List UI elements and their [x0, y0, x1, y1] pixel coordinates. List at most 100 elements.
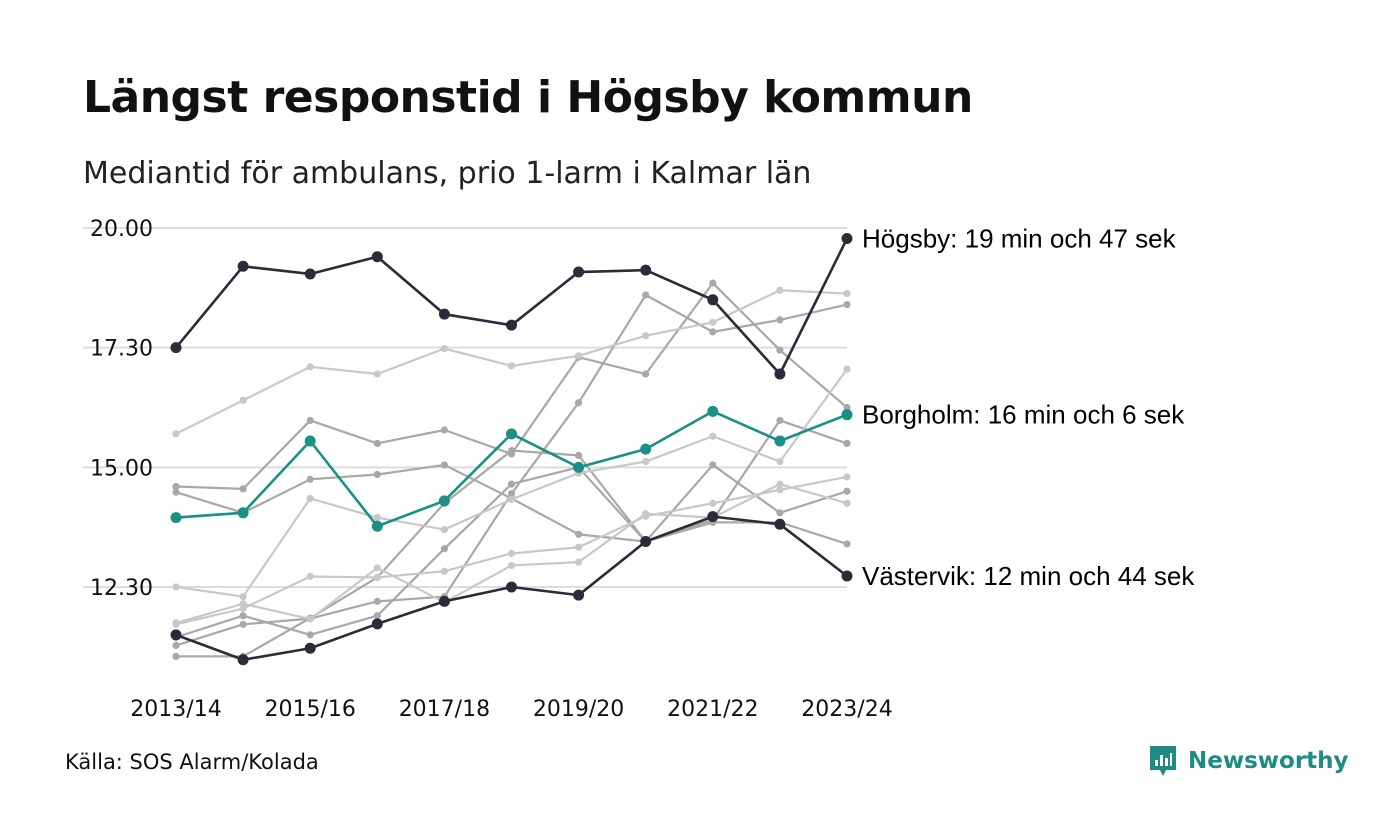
data-point — [573, 266, 585, 278]
data-point — [507, 480, 516, 488]
data-point — [843, 439, 851, 447]
data-point — [843, 403, 851, 412]
data-point — [642, 370, 650, 378]
newsworthy-logo-icon — [1150, 746, 1176, 776]
data-point — [172, 482, 180, 491]
x-tick-label: 2021/22 — [667, 697, 758, 722]
data-point — [575, 451, 583, 459]
data-point — [843, 499, 851, 507]
data-point — [843, 487, 851, 495]
data-point — [306, 494, 314, 503]
data-point — [373, 513, 381, 522]
data-point — [304, 642, 316, 654]
data-point — [306, 416, 314, 425]
data-point — [841, 409, 853, 421]
data-point — [172, 652, 180, 661]
data-point — [507, 561, 516, 570]
data-point — [373, 564, 381, 572]
data-point — [776, 486, 784, 494]
data-point — [506, 319, 517, 331]
data-point — [170, 629, 182, 641]
data-point — [640, 536, 652, 548]
data-point — [239, 600, 247, 608]
data-point — [438, 308, 450, 320]
data-point — [371, 618, 383, 630]
data-point — [237, 507, 249, 519]
x-axis: 2013/14 2015/16 2017/18 2019/20 2021/22 2023/… — [130, 697, 892, 722]
series-borgholm — [170, 405, 853, 532]
y-tick-label: 17.30 — [90, 337, 153, 362]
y-tick-label: 20.00 — [90, 217, 153, 242]
highlight-series — [170, 233, 853, 666]
data-point — [506, 428, 517, 440]
data-point — [237, 260, 249, 272]
data-point — [573, 461, 585, 473]
data-point — [304, 435, 316, 447]
data-point — [507, 495, 516, 504]
data-point — [373, 370, 381, 378]
data-point — [709, 328, 717, 336]
chart-subtitle: Mediantid för ambulans, prio 1-larm i Ka… — [83, 156, 812, 191]
y-axis: 20.00 17.30 15.00 12.30 — [90, 217, 153, 601]
data-point — [373, 597, 381, 605]
data-point — [239, 612, 247, 620]
data-point — [440, 345, 448, 353]
data-point — [507, 490, 516, 498]
data-point — [438, 595, 450, 607]
end-label-borgholm: Borgholm: 16 min och 6 sek — [862, 400, 1185, 430]
series-västervik — [170, 511, 853, 666]
data-point — [843, 365, 851, 373]
data-point — [373, 439, 381, 447]
data-point — [304, 268, 316, 280]
data-point — [776, 509, 784, 517]
data-point — [170, 512, 182, 524]
series-högsby — [170, 233, 853, 380]
data-point — [373, 470, 381, 479]
data-point — [507, 362, 516, 370]
data-point — [172, 583, 180, 591]
data-point — [506, 581, 517, 593]
data-point — [642, 510, 650, 518]
data-point — [172, 641, 180, 649]
grid-lines — [83, 227, 847, 588]
x-tick-label: 2013/14 — [130, 697, 221, 722]
data-point — [707, 294, 719, 306]
data-point — [774, 435, 786, 447]
data-point — [239, 592, 247, 601]
data-point — [776, 316, 784, 324]
data-point — [373, 573, 381, 582]
series-background — [172, 286, 851, 438]
data-point — [507, 446, 516, 455]
data-point — [776, 480, 784, 488]
data-point — [843, 473, 851, 481]
data-point — [172, 488, 180, 496]
data-point — [843, 540, 851, 548]
data-point — [507, 549, 516, 558]
brand-name: Newsworthy — [1188, 748, 1349, 774]
data-point — [774, 368, 786, 380]
source-note: Källa: SOS Alarm/Kolada — [65, 750, 319, 774]
series-background — [172, 461, 851, 546]
data-point — [440, 545, 448, 553]
end-label-högsby: Högsby: 19 min och 47 sek — [862, 224, 1177, 254]
data-point — [172, 430, 180, 438]
x-tick-label: 2023/24 — [801, 697, 892, 722]
x-tick-label: 2017/18 — [399, 697, 490, 722]
data-point — [306, 363, 314, 371]
data-point — [306, 572, 314, 581]
data-point — [709, 318, 717, 326]
data-point — [575, 530, 583, 538]
data-point — [373, 612, 381, 620]
data-point — [239, 620, 247, 628]
series-background — [172, 291, 851, 649]
data-point — [575, 543, 583, 551]
series-line — [175, 281, 848, 490]
data-point — [776, 346, 784, 354]
data-point — [841, 570, 853, 582]
y-tick-label: 15.00 — [90, 456, 153, 481]
data-point — [709, 499, 717, 507]
end-labels: Högsby: 19 min och 47 sek Borgholm: 16 mi… — [862, 224, 1195, 591]
data-point — [575, 399, 583, 407]
data-point — [170, 342, 182, 354]
